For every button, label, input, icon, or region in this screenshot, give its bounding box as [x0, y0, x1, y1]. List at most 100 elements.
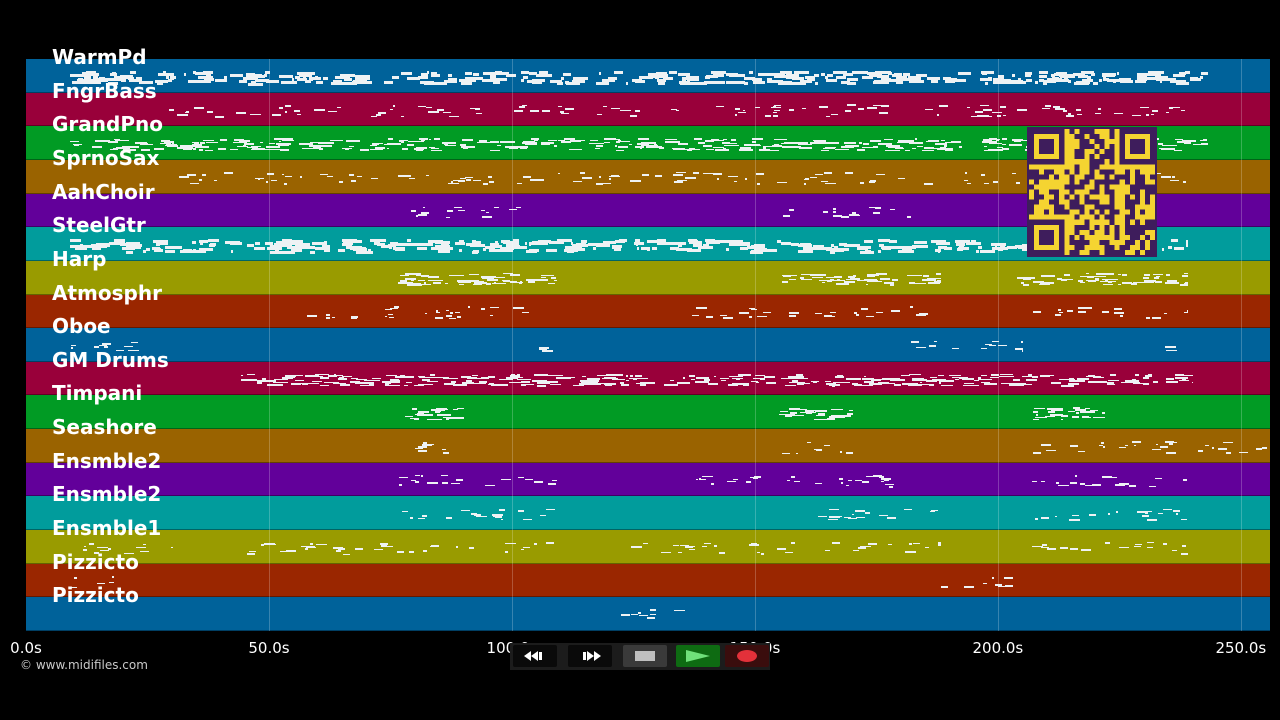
note-mark [922, 275, 929, 277]
note-mark [253, 246, 266, 250]
note-mark [489, 242, 499, 246]
note-mark [825, 115, 831, 118]
note-mark [418, 411, 430, 413]
note-mark [482, 248, 487, 252]
note-mark [413, 243, 429, 247]
note-mark [1133, 382, 1137, 384]
fast-forward-button[interactable] [568, 645, 612, 667]
note-mark [943, 77, 951, 81]
note-mark [878, 476, 884, 478]
note-mark [155, 242, 160, 246]
note-mark [140, 143, 154, 146]
note-mark [285, 175, 292, 178]
note-mark [595, 183, 604, 185]
note-mark [1045, 415, 1055, 418]
note-mark [978, 245, 982, 249]
note-mark [782, 274, 797, 277]
note-mark [1017, 245, 1027, 249]
note-mark [1119, 446, 1126, 449]
note-mark [393, 105, 396, 107]
note-mark [930, 277, 941, 280]
note-mark [1041, 480, 1045, 483]
note-mark [539, 240, 542, 244]
note-mark [330, 374, 343, 377]
note-mark [929, 384, 934, 386]
track-label: Atmosphr [52, 280, 162, 305]
note-mark [653, 143, 657, 146]
note-mark [802, 247, 814, 251]
note-mark [519, 282, 523, 285]
note-mark [696, 307, 708, 309]
note-mark [400, 71, 412, 75]
note-mark [467, 377, 473, 380]
note-mark [757, 73, 773, 77]
rewind-button[interactable] [513, 645, 557, 667]
note-mark [833, 215, 842, 217]
note-mark [780, 142, 793, 145]
note-mark [858, 142, 863, 144]
note-mark [840, 451, 843, 453]
note-mark [906, 274, 923, 277]
note-mark [826, 276, 839, 279]
note-mark [371, 177, 378, 180]
note-mark [699, 478, 706, 481]
time-tick-label: 200.0s [972, 639, 1024, 657]
note-mark [98, 344, 104, 347]
note-mark [706, 148, 715, 151]
gridline [511, 59, 513, 631]
note-mark [514, 146, 528, 148]
stop-button[interactable] [623, 645, 667, 667]
note-mark [134, 142, 147, 144]
note-mark [428, 138, 432, 141]
track-lane [26, 496, 1270, 531]
note-mark [320, 377, 325, 379]
note-mark [460, 144, 466, 146]
note-mark [230, 250, 233, 254]
note-mark [427, 70, 430, 74]
note-mark [1168, 282, 1179, 284]
note-mark [984, 149, 992, 152]
note-mark [293, 245, 305, 249]
play-button[interactable] [676, 645, 720, 667]
note-mark [473, 249, 479, 253]
note-mark [845, 452, 853, 454]
note-mark [338, 548, 346, 550]
note-mark [249, 550, 256, 553]
note-mark [500, 518, 503, 521]
note-mark [946, 148, 954, 150]
note-mark [411, 417, 415, 420]
note-mark [951, 376, 965, 379]
note-mark [866, 315, 874, 318]
gridline [1240, 59, 1242, 631]
note-mark [954, 378, 960, 381]
note-mark [800, 80, 812, 84]
note-mark [461, 146, 475, 148]
note-mark [917, 379, 928, 381]
note-mark [632, 378, 637, 380]
note-mark [1133, 444, 1137, 447]
note-mark [70, 347, 74, 349]
note-mark [753, 81, 766, 85]
note-mark [93, 552, 100, 554]
note-mark [341, 375, 353, 378]
note-mark [596, 145, 603, 147]
note-mark [1080, 549, 1091, 551]
note-mark [754, 106, 761, 109]
note-mark [685, 177, 696, 179]
note-mark [480, 209, 485, 212]
note-mark [1152, 273, 1163, 276]
note-mark [350, 317, 357, 320]
note-mark [1141, 515, 1150, 517]
note-mark [789, 381, 805, 384]
note-mark [555, 377, 565, 379]
note-mark [712, 146, 724, 149]
note-mark [828, 518, 839, 521]
note-mark [430, 247, 447, 251]
note-mark [811, 380, 819, 383]
note-mark [171, 76, 174, 80]
record-button[interactable] [725, 645, 769, 667]
note-mark [244, 143, 255, 145]
track-lane [26, 530, 1270, 564]
note-mark [287, 376, 295, 378]
note-mark [304, 548, 309, 550]
